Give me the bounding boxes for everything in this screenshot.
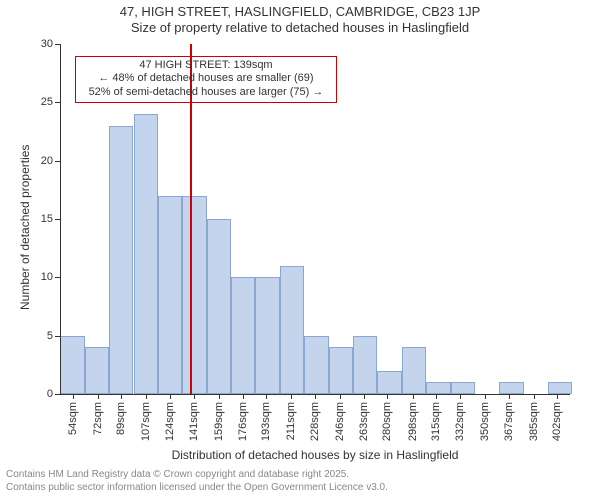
histogram-bar [377,371,401,394]
x-tick [146,394,147,399]
x-tick-label: 332sqm [454,402,466,441]
y-tick [55,277,60,278]
histogram-bar [451,382,475,394]
x-tick-label: 350sqm [479,402,491,441]
x-tick-label: 280sqm [381,402,393,441]
x-tick-label: 211sqm [285,402,297,440]
y-tick [55,219,60,220]
histogram-bar [60,336,84,394]
x-tick-label: 246sqm [334,402,346,441]
histogram-bar [353,336,377,394]
x-tick-label: 298sqm [407,402,419,441]
histogram-bar [134,114,158,394]
chart-plot-area: 05101520253054sqm72sqm89sqm107sqm124sqm1… [60,44,570,394]
x-tick [534,394,535,399]
x-tick-label: 54sqm [67,402,79,435]
title-sub: Size of property relative to detached ho… [0,20,600,36]
y-tick [55,336,60,337]
x-tick [364,394,365,399]
x-tick-label: 107sqm [140,402,152,441]
x-tick-label: 141sqm [188,402,200,441]
x-tick [387,394,388,399]
x-tick-label: 385sqm [528,402,540,441]
histogram-bar [548,382,572,394]
x-tick [170,394,171,399]
y-tick [55,102,60,103]
x-tick-label: 315sqm [430,402,442,441]
footer-line-1: Contains HM Land Registry data © Crown c… [6,468,594,481]
x-tick-label: 124sqm [164,402,176,441]
histogram-bar [304,336,328,394]
y-tick [55,44,60,45]
x-tick [266,394,267,399]
callout-line-1: 47 HIGH STREET: 139sqm [80,59,332,73]
y-tick [55,394,60,395]
x-tick [291,394,292,399]
x-tick [485,394,486,399]
histogram-bar [231,277,255,394]
x-tick [194,394,195,399]
callout-line-3: 52% of semi-detached houses are larger (… [80,86,332,100]
chart-titles: 47, HIGH STREET, HASLINGFIELD, CAMBRIDGE… [0,0,600,35]
histogram-bar [182,196,206,394]
x-tick-label: 89sqm [115,402,127,435]
histogram-bar [280,266,304,394]
histogram-bar [158,196,182,394]
x-tick [121,394,122,399]
histogram-bar [109,126,133,394]
x-tick [243,394,244,399]
histogram-bar [255,277,279,394]
x-tick [73,394,74,399]
histogram-bar [329,347,353,394]
x-tick [98,394,99,399]
y-tick [55,161,60,162]
x-tick-label: 159sqm [213,402,225,441]
title-main: 47, HIGH STREET, HASLINGFIELD, CAMBRIDGE… [0,4,600,20]
x-tick [340,394,341,399]
histogram-bar [207,219,231,394]
x-tick-label: 367sqm [503,402,515,441]
x-tick-label: 263sqm [358,402,370,441]
x-tick-label: 193sqm [260,402,272,441]
y-tick-label: 0 [25,388,53,400]
y-axis-title: Number of detached properties [18,145,32,310]
y-axis-line [60,44,61,394]
property-callout: 47 HIGH STREET: 139sqm← 48% of detached … [75,56,337,103]
y-tick-label: 5 [25,330,53,342]
x-tick [509,394,510,399]
x-tick-label: 402sqm [551,402,563,441]
x-tick [413,394,414,399]
x-tick-label: 176sqm [237,402,249,441]
x-tick [219,394,220,399]
x-tick [460,394,461,399]
x-axis-title: Distribution of detached houses by size … [60,448,570,462]
x-tick-label: 228sqm [309,402,321,441]
x-tick [315,394,316,399]
x-tick-label: 72sqm [92,402,104,435]
histogram-bar [499,382,523,394]
y-tick-label: 30 [25,38,53,50]
callout-line-2: ← 48% of detached houses are smaller (69… [80,72,332,86]
x-tick [436,394,437,399]
footer-line-2: Contains public sector information licen… [6,481,594,494]
histogram-bar [426,382,450,394]
x-tick [557,394,558,399]
histogram-bar [402,347,426,394]
histogram-bar [85,347,109,394]
y-tick-label: 25 [25,96,53,108]
attribution-footer: Contains HM Land Registry data © Crown c… [0,464,600,500]
